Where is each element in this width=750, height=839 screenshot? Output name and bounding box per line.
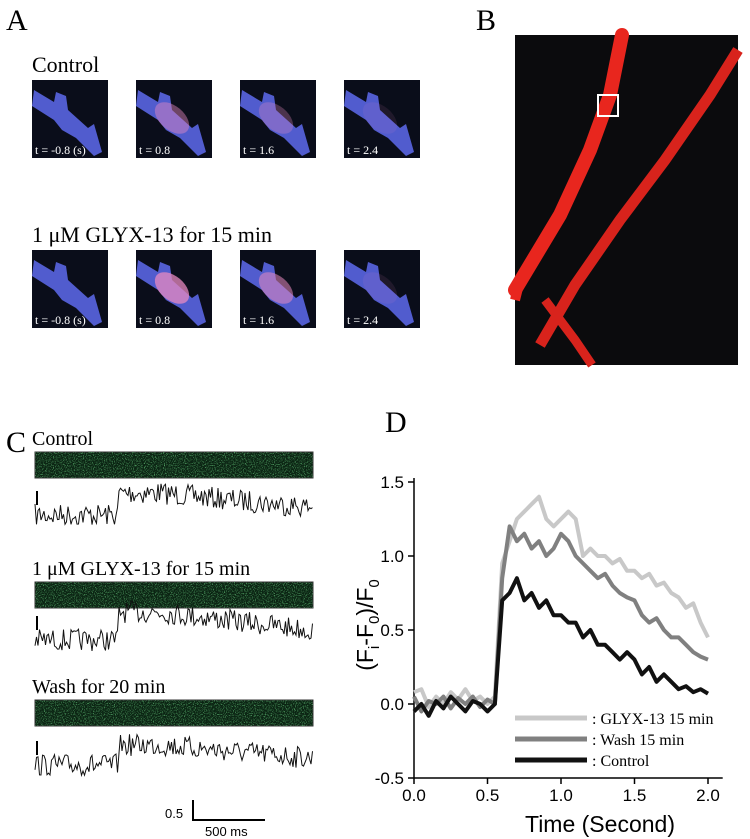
y-tick-label: 0.5 [380,621,404,640]
y-axis-label-part: i [366,646,383,649]
micrograph [508,28,743,368]
dendrite [344,260,414,326]
scale-label: 500 ms [205,824,248,839]
linescan-noise [35,582,313,608]
calcium-signal [258,102,294,134]
series-line [412,576,710,718]
dendrite [344,90,414,156]
y-tick-label: -0.5 [375,769,404,788]
x-tick-label: 0.5 [476,786,500,805]
series-line [413,494,710,709]
trace [34,482,313,526]
time-label: t = -0.8 (s) [35,143,86,157]
panel-label: A [6,4,28,37]
series-line [412,524,709,714]
linescan-noise [35,452,313,478]
scale-bar [192,800,265,821]
calcium-signal [154,272,190,304]
y-tick-label: 1.5 [380,473,404,492]
y-axis-label-part: -F [352,624,378,646]
x-tick-label: 2.0 [696,786,720,805]
dendrite [136,90,206,156]
dendrite [240,90,310,156]
x-tick-label: 1.0 [549,786,573,805]
y-axis-label-part: 0 [366,579,383,587]
calcium-signal [362,272,398,304]
y-axis-label-part: )/F [352,588,378,616]
time-label: t = 2.4 [347,143,378,157]
legend-label: : GLYX-13 15 min [592,711,714,728]
time-label: t = 2.4 [347,313,378,327]
y-tick-label: 1.0 [380,547,404,566]
legend-label: : Control [592,753,650,770]
panel-label: B [476,4,496,37]
y-tick-label: 0.0 [380,695,404,714]
time-label: t = 1.6 [243,313,274,327]
x-tick-label: 1.5 [623,786,647,805]
trace [34,600,313,651]
y-axis-label: (Fi-F0)/F0 [352,579,383,671]
calcium-signal [362,102,398,134]
legend-label: : Wash 15 min [592,732,684,749]
x-tick-label: 0.0 [402,786,426,805]
y-axis-label-part: (F [352,649,378,671]
dendrite [32,90,102,156]
x-axis-label: Time (Second) [525,811,675,837]
dendrite [32,260,102,326]
trace [34,733,313,778]
panel-label: D [385,406,407,439]
group-title: 1 μM GLYX-13 for 15 min [32,222,272,247]
time-label: t = 1.6 [243,143,274,157]
linescan-noise [35,700,313,726]
calcium-signal [258,272,294,304]
group-title: Control [32,52,99,77]
trace-title: Wash for 20 min [32,676,165,698]
panel-label: C [6,426,26,459]
scale-label: 0.5 [165,806,183,821]
time-label: t = 0.8 [139,313,170,327]
time-label: t = 0.8 [139,143,170,157]
calcium-signal [154,102,190,134]
time-label: t = -0.8 (s) [35,313,86,327]
y-axis-label-part: 0 [366,616,383,624]
trace-title: 1 μM GLYX-13 for 15 min [32,558,250,580]
trace-title: Control [32,428,94,450]
